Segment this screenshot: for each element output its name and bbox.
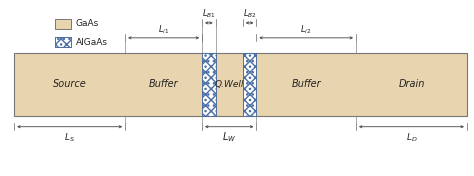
Text: $L_D$: $L_D$ [406,131,417,144]
Text: Q.Well: Q.Well [215,80,244,89]
Bar [243,53,256,116]
Text: $L_{i2}$: $L_{i2}$ [301,24,312,36]
Text: Source: Source [53,80,87,89]
Text: Buffer: Buffer [292,80,321,89]
Text: $L_{B2}$: $L_{B2}$ [243,8,256,20]
Bar [55,37,71,47]
Text: Buffer: Buffer [149,80,178,89]
Text: $L_{i1}$: $L_{i1}$ [158,24,169,36]
Text: $L_{B1}$: $L_{B1}$ [202,8,216,20]
Text: AlGaAs: AlGaAs [76,38,108,47]
Bar [14,53,467,116]
Bar [202,53,216,116]
Bar [243,53,256,116]
Bar [55,37,71,47]
Bar [55,37,71,47]
Text: GaAs: GaAs [76,19,99,28]
Bar [202,53,216,116]
Text: $L_W$: $L_W$ [222,130,237,144]
Bar [55,19,71,29]
Text: $L_S$: $L_S$ [64,131,75,144]
Text: Drain: Drain [398,80,425,89]
Bar [202,53,216,116]
Bar [243,53,256,116]
